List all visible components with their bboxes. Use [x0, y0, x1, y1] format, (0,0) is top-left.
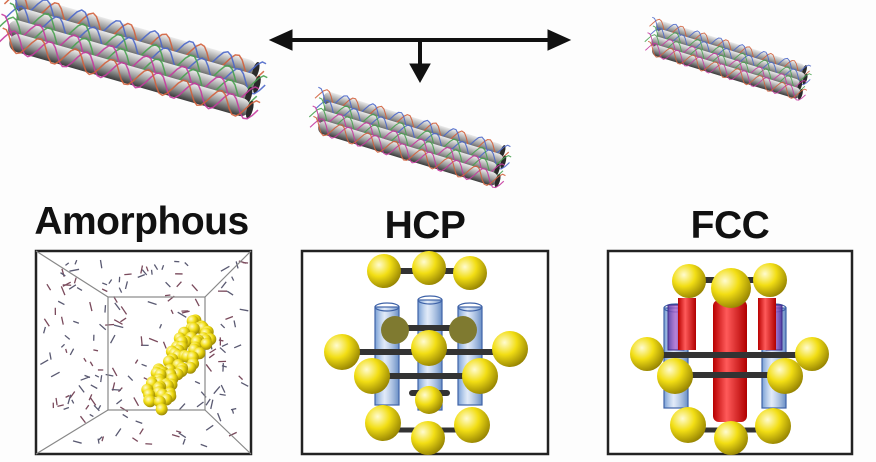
bundle-icon: [644, 16, 812, 101]
arrow-icon: [268, 29, 572, 84]
amorphous-label: Amorphous: [34, 200, 249, 243]
bundle-icon: [0, 0, 268, 120]
amorphous-panel: [34, 249, 253, 456]
bundle-icon: [308, 86, 512, 189]
fcc-label: FCC: [690, 204, 770, 247]
hcp-panel: [300, 249, 550, 456]
fcc-panel: [606, 249, 854, 456]
hcp-label: HCP: [384, 204, 466, 247]
